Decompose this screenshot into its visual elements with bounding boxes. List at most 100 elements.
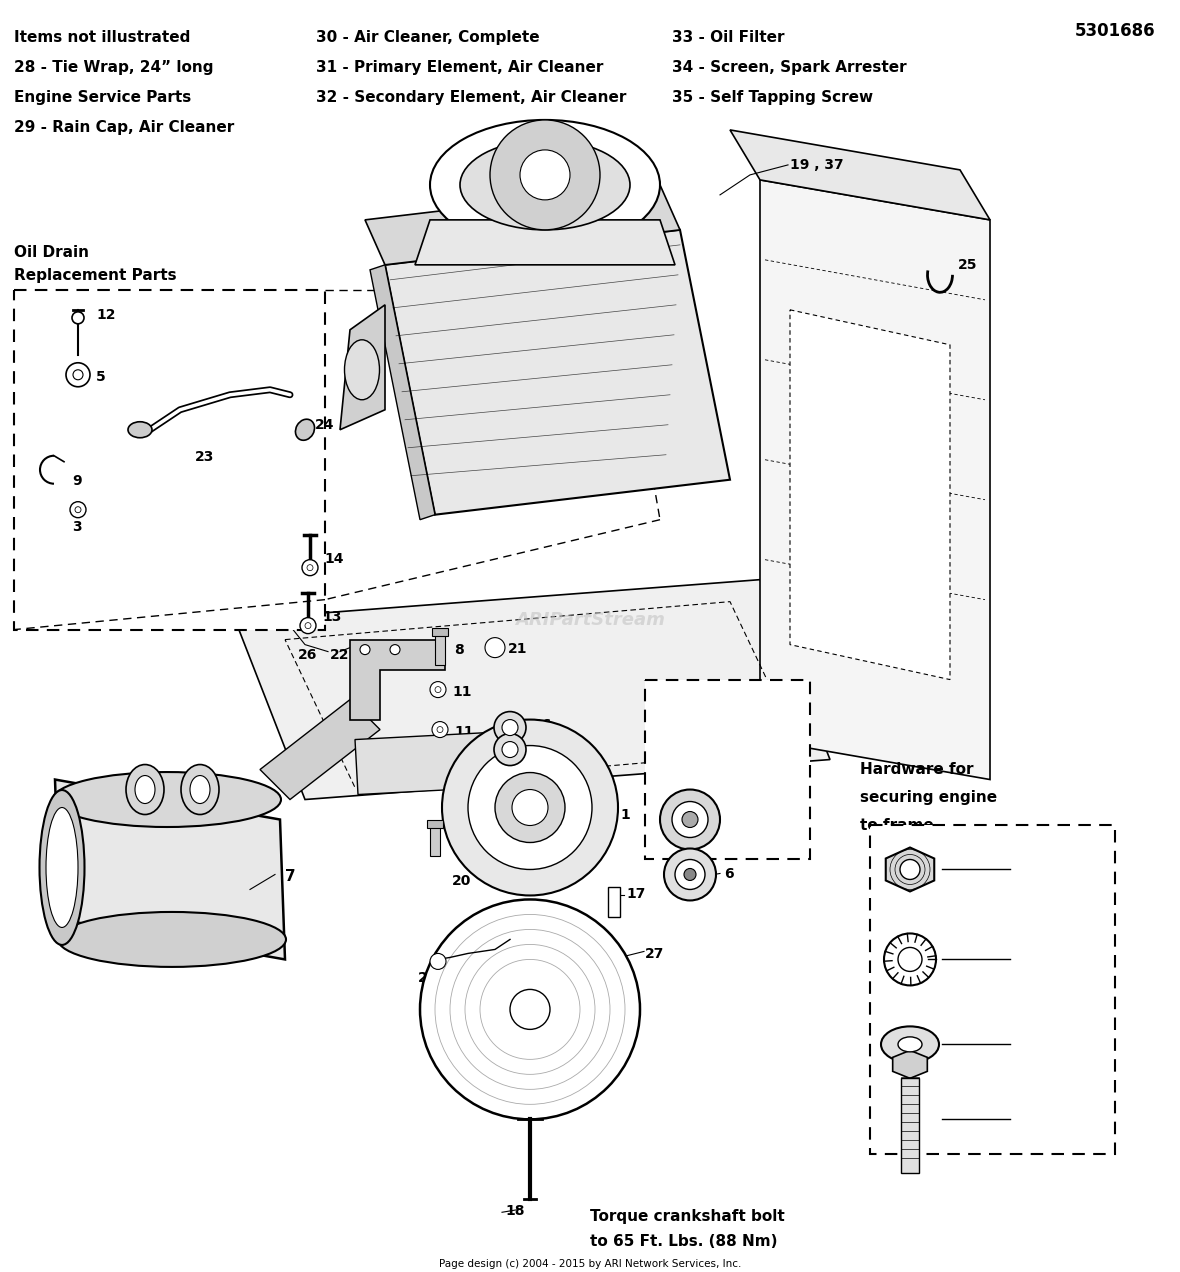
Circle shape — [437, 726, 442, 733]
Text: 19 , 37: 19 , 37 — [789, 158, 844, 172]
Bar — [432, 627, 448, 636]
Text: Replacement Parts: Replacement Parts — [14, 268, 177, 282]
Text: & Below: & Below — [653, 735, 723, 750]
Text: 13: 13 — [322, 609, 341, 623]
Text: 12: 12 — [96, 308, 116, 322]
Circle shape — [664, 848, 716, 901]
Circle shape — [307, 565, 313, 571]
Circle shape — [494, 711, 526, 744]
Circle shape — [520, 150, 570, 200]
Text: 34 - Screen, Spark Arrester: 34 - Screen, Spark Arrester — [671, 60, 906, 75]
Text: 29 - Rain Cap, Air Cleaner: 29 - Rain Cap, Air Cleaner — [14, 120, 235, 135]
Polygon shape — [385, 230, 730, 515]
Ellipse shape — [53, 772, 281, 827]
Text: 5301686: 5301686 — [1074, 22, 1155, 39]
Polygon shape — [760, 179, 990, 780]
Ellipse shape — [126, 764, 164, 814]
Polygon shape — [371, 265, 435, 520]
Text: S/N:: S/N: — [653, 692, 689, 706]
Circle shape — [682, 812, 699, 828]
Circle shape — [300, 618, 316, 633]
Text: ARIPartStream: ARIPartStream — [514, 611, 666, 628]
Ellipse shape — [181, 764, 219, 814]
Circle shape — [898, 948, 922, 972]
Text: to frame.: to frame. — [860, 818, 939, 832]
Ellipse shape — [135, 776, 155, 804]
Text: 35 - Self Tapping Screw: 35 - Self Tapping Screw — [671, 90, 873, 106]
Ellipse shape — [295, 420, 315, 440]
Circle shape — [420, 899, 640, 1119]
Text: 2013489573: 2013489573 — [653, 714, 759, 729]
Text: 8: 8 — [450, 834, 459, 848]
Polygon shape — [886, 847, 935, 892]
Circle shape — [468, 745, 592, 870]
Circle shape — [304, 622, 312, 628]
Circle shape — [485, 637, 505, 658]
Text: to 65 Ft. Lbs. (88 Nm): to 65 Ft. Lbs. (88 Nm) — [590, 1234, 778, 1249]
Text: 11: 11 — [454, 725, 473, 739]
Circle shape — [430, 682, 446, 697]
Bar — [608, 888, 620, 917]
Text: Hardware for: Hardware for — [860, 762, 974, 776]
Bar — [902, 1079, 919, 1173]
Text: 23: 23 — [195, 450, 215, 464]
Text: securing engine: securing engine — [860, 790, 997, 804]
Ellipse shape — [345, 340, 380, 399]
Text: 25: 25 — [958, 258, 977, 272]
FancyBboxPatch shape — [14, 290, 325, 630]
Text: 31 - Primary Element, Air Cleaner: 31 - Primary Element, Air Cleaner — [316, 60, 603, 75]
Text: 21: 21 — [509, 641, 527, 655]
Text: 27: 27 — [645, 948, 664, 962]
Polygon shape — [893, 1051, 927, 1079]
Circle shape — [900, 860, 920, 879]
Polygon shape — [365, 184, 680, 265]
Text: 18: 18 — [505, 1205, 524, 1219]
FancyBboxPatch shape — [645, 679, 809, 860]
Polygon shape — [789, 310, 950, 679]
Text: Torque crankshaft bolt: Torque crankshaft bolt — [590, 1210, 785, 1224]
Text: 1: 1 — [620, 808, 630, 822]
Text: 33 - Oil Filter: 33 - Oil Filter — [671, 31, 785, 45]
Polygon shape — [235, 580, 830, 800]
Text: 22: 22 — [330, 647, 349, 661]
Bar — [430, 822, 440, 856]
Circle shape — [510, 990, 550, 1029]
Circle shape — [76, 506, 81, 513]
Circle shape — [73, 370, 83, 380]
Circle shape — [391, 645, 400, 655]
Polygon shape — [340, 305, 385, 430]
Ellipse shape — [58, 912, 286, 967]
Circle shape — [512, 790, 548, 826]
Circle shape — [884, 934, 936, 986]
Circle shape — [675, 860, 704, 889]
Circle shape — [660, 790, 720, 850]
Circle shape — [430, 954, 446, 969]
Text: 15: 15 — [1018, 951, 1040, 967]
Ellipse shape — [430, 120, 660, 249]
Circle shape — [302, 560, 317, 576]
Text: Engine Service Parts: Engine Service Parts — [14, 90, 191, 106]
Text: 26: 26 — [299, 647, 317, 661]
Text: 36: 36 — [532, 717, 551, 731]
Text: 8: 8 — [454, 642, 464, 656]
Circle shape — [494, 734, 526, 766]
Ellipse shape — [460, 140, 630, 230]
Text: 6: 6 — [725, 868, 734, 881]
Ellipse shape — [190, 776, 210, 804]
Ellipse shape — [898, 1037, 922, 1052]
Text: 3: 3 — [72, 520, 81, 534]
Text: 17: 17 — [627, 888, 645, 902]
Circle shape — [671, 801, 708, 837]
Circle shape — [442, 720, 618, 895]
Text: 7: 7 — [286, 870, 296, 884]
Circle shape — [435, 687, 441, 692]
Circle shape — [432, 721, 448, 738]
Text: 8: 8 — [1018, 861, 1029, 876]
Bar — [427, 819, 442, 828]
Polygon shape — [730, 130, 990, 220]
Polygon shape — [415, 220, 675, 265]
Bar — [435, 630, 445, 664]
Circle shape — [360, 645, 371, 655]
Polygon shape — [350, 640, 445, 720]
Text: Page design (c) 2004 - 2015 by ARI Network Services, Inc.: Page design (c) 2004 - 2015 by ARI Netwo… — [439, 1259, 741, 1269]
